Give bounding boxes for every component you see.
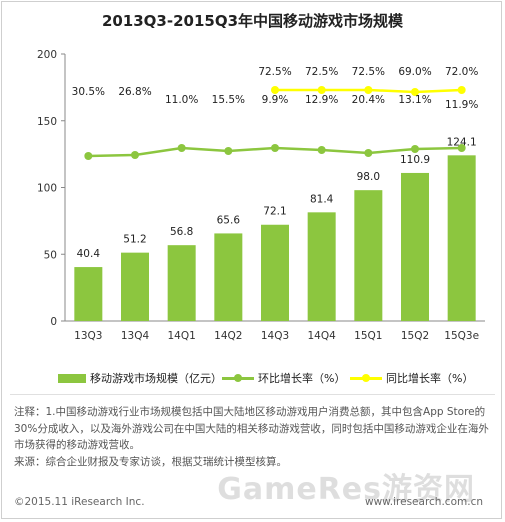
bar — [74, 267, 103, 321]
watermark: GameRes游资网 — [217, 472, 475, 507]
bar — [401, 172, 429, 321]
bar-data-label: 51.2 — [123, 234, 146, 246]
legend-label-yoy: 同比增长率（%） — [386, 372, 474, 385]
legend: 移动游戏市场规模（亿元） 环比增长率（%） 同比增长率（%） — [0, 370, 505, 386]
mom-data-label: 11.0% — [165, 94, 198, 106]
mom-point — [224, 147, 233, 155]
y-tick-label: 200 — [37, 49, 57, 61]
bar — [354, 190, 383, 321]
bar-data-label: 98.0 — [357, 171, 380, 183]
divider — [10, 394, 495, 395]
x-tick-label: 14Q4 — [308, 330, 337, 342]
yoy-point — [364, 86, 373, 94]
chart-title: 2013Q3-2015Q3年中国移动游戏市场规模 — [101, 12, 404, 30]
bar — [214, 233, 243, 321]
bar — [121, 252, 149, 321]
mom-data-label: 11.9% — [445, 99, 478, 111]
notes: 注释：1.中国移动游戏行业市场规模包括中国大陆地区移动游戏用户消费总额，其中包含… — [14, 404, 494, 470]
x-tick-label: 14Q2 — [214, 330, 242, 342]
legend-label-bar: 移动游戏市场规模（亿元） — [90, 372, 222, 385]
mom-point — [131, 151, 139, 159]
mom-data-label: 15.5% — [212, 94, 245, 106]
copyright: ©2015.11 iResearch Inc. — [14, 496, 145, 508]
legend-item-yoy: 同比增长率（%） — [350, 370, 473, 386]
legend-item-bar: 移动游戏市场规模（亿元） — [58, 370, 222, 386]
chart-svg: 0 50 100 150 200 13Q3 13Q4 14Q1 14Q2 14Q3 14Q4 15Q1… — [37, 49, 485, 342]
mom-data-label: 12.9% — [305, 94, 338, 106]
yoy-point — [411, 88, 419, 96]
y-tick-label: 50 — [44, 249, 57, 261]
mom-point — [271, 144, 279, 152]
bar-data-label: 65.6 — [217, 214, 241, 226]
mom-point — [457, 144, 466, 152]
mom-point — [177, 144, 186, 152]
bar-data-label: 56.8 — [170, 226, 193, 238]
mom-data-label: 26.8% — [118, 86, 151, 98]
mom-point — [411, 145, 419, 153]
mom-data-label: 30.5% — [72, 86, 105, 98]
legend-swatch-yoy — [350, 373, 382, 382]
bar — [307, 212, 336, 321]
x-tick-label: 14Q1 — [168, 330, 196, 342]
yoy-data-label: 72.0% — [445, 66, 478, 78]
bar — [447, 155, 476, 321]
yoy-point — [317, 86, 326, 94]
yoy-data-label: 72.5% — [258, 66, 291, 78]
mom-data-label: 20.4% — [352, 94, 385, 106]
bar-data-label: 40.4 — [77, 248, 101, 260]
bar-data-label: 110.9 — [400, 154, 430, 166]
x-tick-label: 15Q1 — [354, 330, 382, 342]
x-tick-label: 15Q3e — [444, 330, 479, 342]
note-text: 注释：1.中国移动游戏行业市场规模包括中国大陆地区移动游戏用户消费总额，其中包含… — [14, 406, 489, 451]
yoy-data-label: 69.0% — [398, 66, 431, 78]
mom-data-label: 9.9% — [262, 94, 289, 106]
bar-data-label: 72.1 — [263, 206, 286, 218]
x-tick-label: 15Q2 — [401, 330, 429, 342]
y-tick-label: 0 — [50, 316, 57, 328]
site-url: www.iresearch.com.cn — [364, 496, 483, 508]
bar — [167, 245, 196, 321]
bar-data-label: 81.4 — [310, 193, 334, 205]
x-tick-label: 13Q4 — [121, 330, 150, 342]
x-tick-label: 13Q3 — [74, 330, 102, 342]
y-tick-label: 150 — [37, 116, 57, 128]
mom-point — [84, 152, 93, 160]
mom-data-label: 13.1% — [398, 94, 431, 106]
legend-swatch-mom — [222, 373, 254, 382]
yoy-point — [457, 86, 466, 94]
yoy-data-label: 72.5% — [305, 66, 338, 78]
yoy-data-label: 72.5% — [352, 66, 385, 78]
legend-label-mom: 环比增长率（%） — [258, 372, 346, 385]
mom-point — [317, 146, 326, 154]
y-tick-label: 100 — [37, 183, 57, 195]
bar — [261, 224, 289, 321]
legend-item-mom: 环比增长率（%） — [222, 370, 345, 386]
legend-swatch-bar — [58, 373, 86, 383]
yoy-point — [271, 86, 279, 94]
source-text: 来源：综合企业财报及专家访谈，根据艾瑞统计模型核算。 — [14, 455, 287, 468]
x-tick-label: 14Q3 — [261, 330, 289, 342]
bar-data-label: 124.1 — [447, 136, 477, 148]
mom-point — [364, 149, 373, 157]
